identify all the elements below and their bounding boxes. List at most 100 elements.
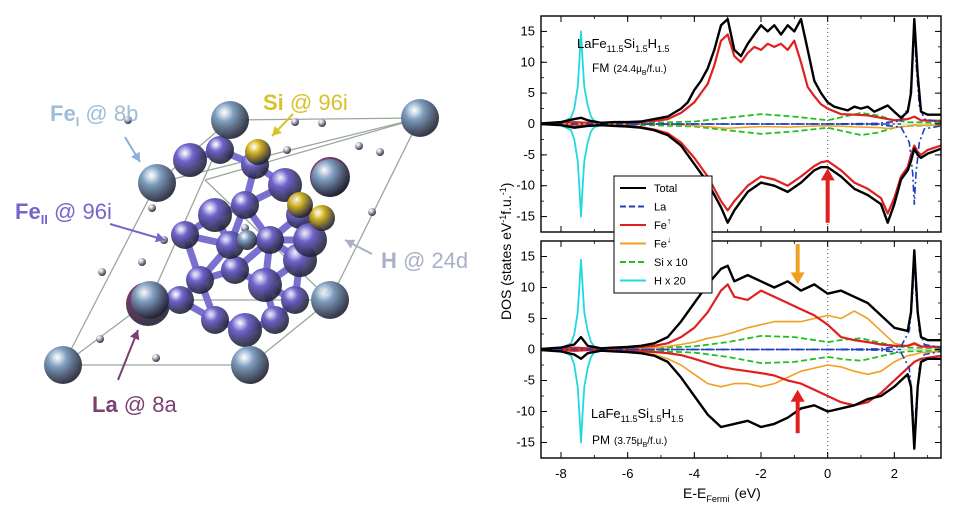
legend-label-sup: ↑ xyxy=(667,216,672,226)
y-tick-label: -15 xyxy=(516,209,535,224)
fe2-atom xyxy=(206,136,234,164)
label-fe2: FeII @ 96i xyxy=(15,199,112,227)
dos-chart: -15 -10 -5 0 5 10 15 -15 -10 -5 0 5 10 15 -8 -6 -4 -2 0 2… xyxy=(516,15,942,481)
crystal-structure-illustration xyxy=(44,99,439,384)
x-tick-label: 2 xyxy=(891,466,898,481)
y-axis-title: DOS (states eV-1f.u.-1) xyxy=(498,183,514,320)
x-tick-label: 0 xyxy=(824,466,831,481)
y-tick-label: 5 xyxy=(528,85,535,100)
x-tick-label: -8 xyxy=(555,466,567,481)
h-atom xyxy=(148,204,156,212)
x-tick-labels: -8 -6 -4 -2 0 2 xyxy=(555,466,898,481)
panel-fm-sub-tail: /f.u.) xyxy=(647,64,667,75)
panel-pm-title-p2: Si xyxy=(638,406,650,421)
panel-pm-title-p3: 1.5 xyxy=(649,414,662,424)
x-tick-label: -2 xyxy=(755,466,767,481)
legend-label-name: Total xyxy=(654,183,677,195)
label-la: La @ 8a xyxy=(92,392,177,417)
y-tick-label: 10 xyxy=(521,280,535,295)
x-tick-label: -6 xyxy=(622,466,634,481)
label-la-rest: @ 8a xyxy=(118,392,178,417)
callout-arrowhead xyxy=(131,151,140,162)
panel-fm-title-p3: 1.5 xyxy=(635,44,648,54)
label-h-main: H xyxy=(381,248,397,273)
h-atom xyxy=(124,116,132,124)
series-si-down xyxy=(540,348,942,365)
callout-arrowhead xyxy=(345,239,356,249)
cell-edge xyxy=(204,117,421,181)
y-axis-title-end: ) xyxy=(498,183,514,188)
label-arrows xyxy=(109,113,373,381)
label-si-main: Si xyxy=(263,90,284,115)
fe2-atom xyxy=(231,191,259,219)
series-total-down xyxy=(540,122,942,224)
panel-fm-subtitle: FM (24.4μB/f.u.) xyxy=(592,61,667,77)
y-tick-label: -10 xyxy=(516,178,535,193)
fe2-atom xyxy=(228,313,262,347)
fe2-atom xyxy=(248,268,282,302)
label-si: Si @ 96i xyxy=(263,90,348,115)
label-fe1-sub: I xyxy=(76,114,80,129)
label-si-rest: @ 96i xyxy=(284,90,348,115)
x-axis-title-main: E-E xyxy=(683,485,706,501)
panel-pm-sub-tail: /f.u.) xyxy=(647,436,667,447)
panel-pm-sub-main: PM xyxy=(592,433,610,447)
panel-fm-title-p1: 11.5 xyxy=(607,44,624,54)
panel-fm-title-p5: 1.5 xyxy=(657,44,670,54)
si-atom xyxy=(245,139,271,165)
fe2-atom xyxy=(261,306,289,334)
panel-fm-sub-main: FM xyxy=(592,61,609,75)
panel-pm-title: LaFe11.5Si1.5H1.5 xyxy=(591,406,683,424)
legend-label: Total xyxy=(654,183,677,195)
label-fe1: FeI @ 8b xyxy=(50,101,138,129)
fe2-atom xyxy=(268,168,302,202)
fe2-atom xyxy=(186,266,214,294)
legend-label: Fe↑ xyxy=(654,216,671,232)
fe2-atom xyxy=(221,256,249,284)
label-h: H @ 24d xyxy=(381,248,468,273)
fe2-atom xyxy=(293,223,327,257)
atom-spheres xyxy=(44,99,439,384)
label-fe1-main: Fe xyxy=(50,101,76,126)
series-total-up xyxy=(540,17,941,125)
y-tick-label: 0 xyxy=(528,342,535,357)
y-axis-title-mid: f.u. xyxy=(498,195,514,214)
y-axis-title-sup2: -1 xyxy=(498,187,508,195)
dos-panel-pm: -15 -10 -5 0 5 10 15 xyxy=(516,240,942,459)
h-atom xyxy=(96,335,104,343)
h-atom xyxy=(152,354,160,362)
fe1-atom xyxy=(138,164,176,202)
panel-pm-title-p5: 1.5 xyxy=(671,414,684,424)
y-axis-title-main: DOS (states eV xyxy=(498,222,514,320)
legend-label-name: Si x 10 xyxy=(654,257,688,269)
x-axis-title: E-EFermi (eV) xyxy=(683,485,761,504)
panel-pm-sub-sub: B xyxy=(643,442,648,449)
panel-pm-sub-paren: (3.75μ xyxy=(614,436,643,447)
h-atom xyxy=(368,208,376,216)
fe2-atom xyxy=(171,221,199,249)
y-axis-title-sup1: -1 xyxy=(498,215,508,223)
fe1-atom xyxy=(237,230,257,250)
panel-pm-subtitle: PM (3.75μB/f.u.) xyxy=(592,433,667,449)
h-atom xyxy=(291,118,299,126)
label-fe2-rest: @ 96i xyxy=(48,199,112,224)
fe2-atom xyxy=(173,143,207,177)
h-atom xyxy=(318,119,326,127)
panel-fm-sub-paren: (24.4μ xyxy=(613,64,642,75)
series-total-down xyxy=(540,348,941,450)
h-atom xyxy=(376,148,384,156)
fe1-atom xyxy=(311,281,349,319)
y-tick-label: 0 xyxy=(528,116,535,131)
fe2-atom xyxy=(166,286,194,314)
legend-label: Fe↓ xyxy=(654,235,671,251)
fe1-atom xyxy=(311,159,349,197)
y-tick-label: -10 xyxy=(516,404,535,419)
si-atom xyxy=(287,192,313,218)
dos-panel-fm: -15 -10 -5 0 5 10 15 xyxy=(516,15,942,233)
fe2-atom xyxy=(201,306,229,334)
h-atom xyxy=(283,146,291,154)
x-axis-title-unit: (eV) xyxy=(734,485,760,501)
cell-edge xyxy=(329,117,421,301)
